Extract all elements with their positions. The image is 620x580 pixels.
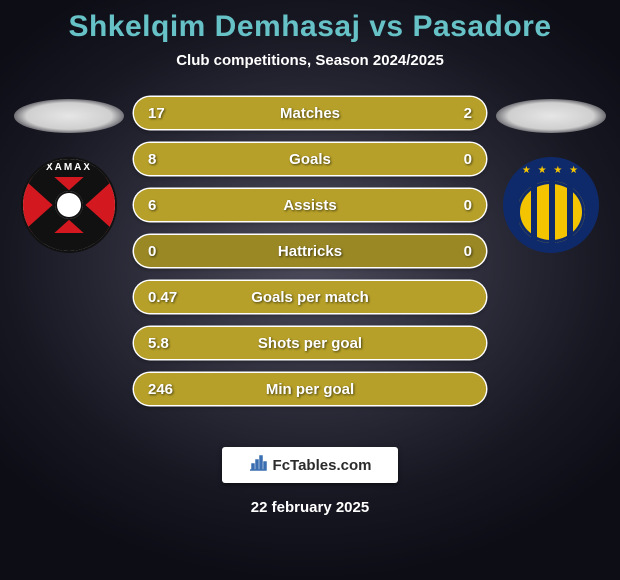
stat-row: 80Goals [134, 143, 486, 175]
stat-label: Goals per match [134, 289, 486, 306]
stat-row: 172Matches [134, 97, 486, 129]
right-player-col: ★ ★ ★ ★ [486, 97, 616, 253]
left-player-spotlight [14, 99, 124, 133]
stat-row: 0.47Goals per match [134, 281, 486, 313]
stats-bars: 172Matches 80Goals 60Assists 00Hattricks 0.4… [134, 97, 486, 419]
fctables-label: FcTables.com [273, 457, 372, 474]
right-club-crest: ★ ★ ★ ★ [503, 157, 599, 253]
comparison-content: XAMAX 172Matches 80Goals 60Assists 00Hattri… [0, 97, 620, 419]
stat-label: Hattricks [134, 243, 486, 260]
chart-icon [249, 455, 267, 476]
fctables-badge[interactable]: FcTables.com [222, 447, 398, 483]
stat-row: 246Min per goal [134, 373, 486, 405]
page-title: Shkelqim Demhasaj vs Pasadore [0, 0, 620, 44]
stat-label: Matches [134, 105, 486, 122]
stat-label: Assists [134, 197, 486, 214]
stat-row: 60Assists [134, 189, 486, 221]
stat-row: 5.8Shots per goal [134, 327, 486, 359]
left-player-col: XAMAX [4, 97, 134, 253]
subtitle: Club competitions, Season 2024/2025 [0, 52, 620, 69]
stat-label: Goals [134, 151, 486, 168]
stat-row: 00Hattricks [134, 235, 486, 267]
date-label: 22 february 2025 [0, 499, 620, 516]
right-player-spotlight [496, 99, 606, 133]
stat-label: Min per goal [134, 381, 486, 398]
left-club-crest: XAMAX [21, 157, 117, 253]
stat-label: Shots per goal [134, 335, 486, 352]
